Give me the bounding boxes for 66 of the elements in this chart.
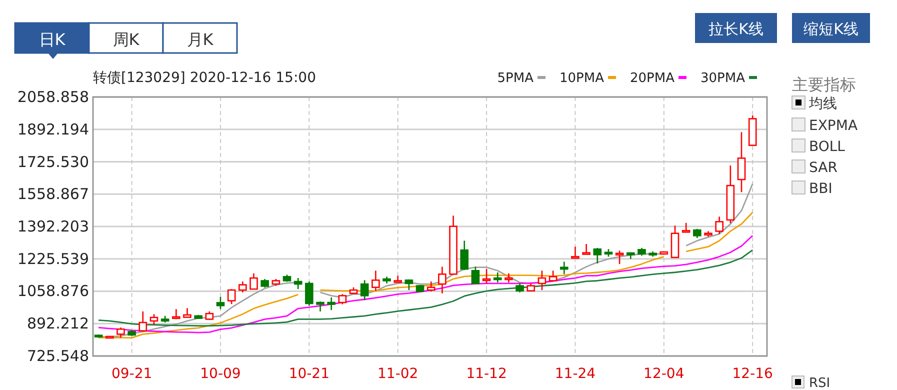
legend-label: 10PMA — [560, 71, 604, 86]
x-tick-label: 11-24 — [554, 366, 596, 382]
text: EXPMA — [809, 118, 858, 134]
x-tick-label: 12-04 — [644, 366, 684, 382]
candlestick — [482, 268, 491, 284]
candlestick — [426, 280, 436, 292]
candlestick — [438, 266, 446, 294]
text: 月K — [186, 30, 214, 49]
text: 缩短K线 — [804, 20, 858, 38]
y-tick-label: 1725.530 — [17, 152, 89, 171]
candlestick — [504, 272, 513, 284]
text: BOLL — [809, 139, 846, 155]
candlestick — [294, 277, 302, 290]
text: BBI — [809, 181, 832, 197]
y-tick-label: 892.212 — [26, 314, 89, 333]
x-tick-label: 11-12 — [466, 366, 507, 382]
y-tick-label: 1392.203 — [17, 218, 89, 236]
legend-label: 30PMA — [700, 71, 746, 86]
candlestick — [538, 270, 546, 291]
x-tick-label: 10-09 — [200, 366, 241, 382]
y-tick-label: 1058.876 — [17, 282, 89, 300]
candlestick — [737, 131, 746, 193]
candlestick — [116, 326, 125, 338]
candlestick — [693, 228, 702, 239]
candlestick — [593, 247, 602, 264]
legend-label: 20PMA — [630, 71, 675, 86]
x-tick-label: 11-02 — [378, 366, 418, 382]
text: 周K — [112, 30, 140, 49]
candlestick — [305, 280, 314, 306]
candlestick — [138, 310, 148, 332]
candlestick — [238, 280, 247, 294]
legend-label: 5PMA — [497, 71, 534, 86]
x-tick-label: 09-21 — [111, 366, 152, 382]
y-tick-label: 1558.867 — [17, 185, 89, 204]
text: SAR — [809, 160, 838, 176]
candlestick — [471, 266, 480, 285]
candlestick — [582, 243, 590, 255]
candlestick — [316, 300, 324, 312]
x-tick-label: 10-21 — [288, 366, 330, 382]
chart-title: 转债[123029] 2020-12-16 15:00 — [93, 70, 316, 86]
candlestick — [250, 272, 258, 290]
text: 主要指标 — [792, 75, 856, 94]
text: 均线 — [808, 96, 837, 112]
candlestick — [327, 296, 336, 311]
candlestick — [560, 261, 568, 275]
line-series — [98, 234, 754, 334]
text: RSI — [809, 376, 830, 390]
y-tick-label: 1892.194 — [17, 120, 89, 138]
candlestick — [715, 216, 724, 235]
candlestick — [493, 272, 502, 284]
y-tick-label: 1225.539 — [17, 250, 89, 268]
text: 日K — [38, 30, 66, 49]
candlestick — [338, 293, 347, 305]
candlestick — [183, 307, 192, 318]
candlestick — [150, 314, 158, 326]
candlestick — [571, 246, 580, 259]
candlestick — [360, 280, 369, 301]
candlestick — [227, 288, 236, 305]
y-tick-label: 2058.858 — [17, 88, 89, 106]
candlestick — [460, 240, 469, 271]
candlestick — [615, 250, 624, 265]
candlestick — [216, 296, 225, 310]
text: 拉长K线 — [708, 20, 764, 38]
y-tick-label: 725.548 — [26, 347, 89, 365]
x-tick-label: 12-16 — [732, 366, 774, 382]
candlestick — [372, 270, 380, 292]
